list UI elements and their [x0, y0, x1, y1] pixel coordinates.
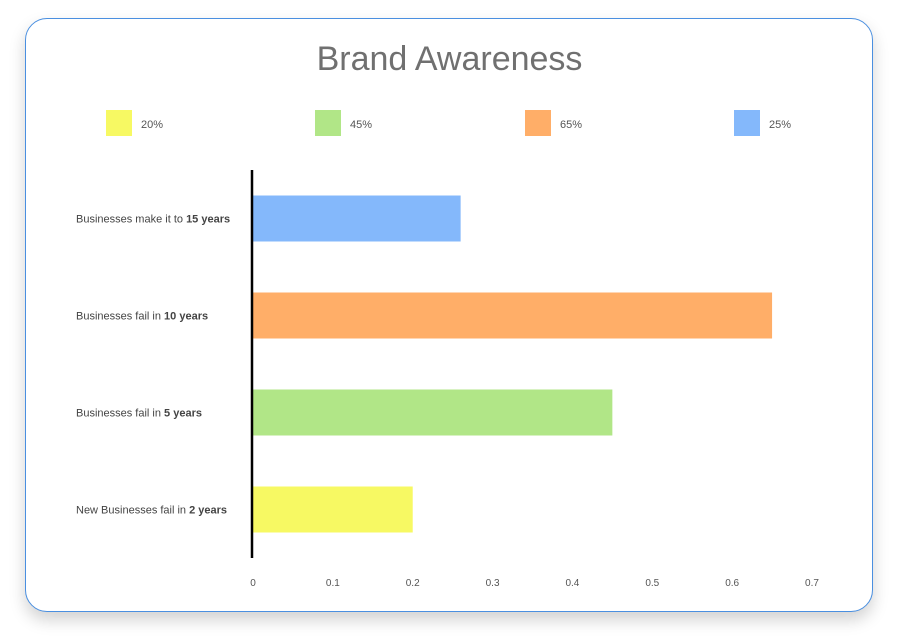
category-label-3: Businesses make it to 15 years [76, 214, 230, 226]
x-tick-label-1: 0.1 [326, 578, 340, 589]
bar-0 [253, 486, 413, 533]
bar-2 [253, 292, 773, 339]
x-tick-label-6: 0.6 [725, 578, 739, 589]
category-labels: New Businesses fail in 2 years Businesses… [76, 214, 230, 517]
bar-3 [253, 195, 461, 242]
x-tick-label-4: 0.4 [565, 578, 579, 589]
category-label-1: Businesses fail in 5 years [76, 408, 202, 420]
legend: 20% 45% 65% 25% [106, 110, 791, 136]
legend-label-0: 20% [141, 119, 163, 131]
category-label-text: Businesses fail in [76, 408, 164, 420]
category-label-bold: 2 years [189, 505, 227, 517]
legend-label-2: 65% [560, 119, 582, 131]
x-tick-label-3: 0.3 [486, 578, 500, 589]
category-label-text: Businesses fail in [76, 311, 164, 323]
legend-swatch-1 [315, 110, 341, 136]
category-label-bold: 10 years [164, 311, 208, 323]
legend-label-1: 45% [350, 119, 372, 131]
category-label-text: New Businesses fail in [76, 505, 189, 517]
x-tick-label-2: 0.2 [406, 578, 420, 589]
bars [253, 195, 773, 533]
x-tick-label-0: 0 [250, 578, 256, 589]
x-axis-ticks: 0 0.1 0.2 0.3 0.4 0.5 0.6 0.7 [250, 578, 819, 589]
bar-1 [253, 389, 613, 436]
category-label-text: Businesses make it to [76, 214, 186, 226]
chart-title: Brand Awareness [316, 40, 583, 78]
x-tick-label-5: 0.5 [645, 578, 659, 589]
x-tick-label-7: 0.7 [805, 578, 819, 589]
category-label-bold: 15 years [186, 214, 230, 226]
legend-swatch-0 [106, 110, 132, 136]
category-label-bold: 5 years [164, 408, 202, 420]
legend-swatch-2 [525, 110, 551, 136]
category-label-0: New Businesses fail in 2 years [76, 505, 227, 517]
legend-swatch-3 [734, 110, 760, 136]
legend-label-3: 25% [769, 119, 791, 131]
category-label-2: Businesses fail in 10 years [76, 311, 208, 323]
